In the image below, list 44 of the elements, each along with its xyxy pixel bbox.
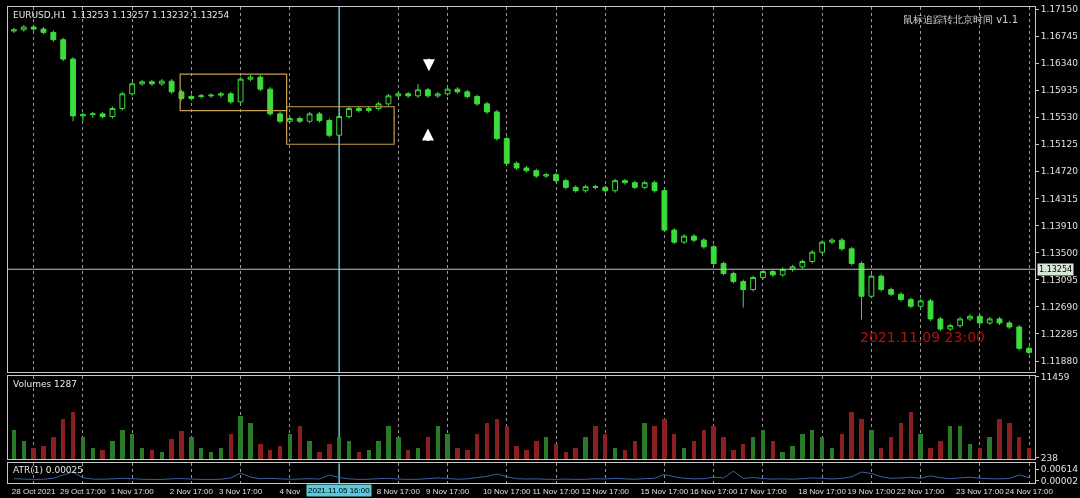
ref-line-label: 1.13254 bbox=[1039, 265, 1073, 274]
annotation: 鼠标追踪转北京时间 v1.1 bbox=[903, 14, 1018, 25]
x-tick-label: 16 Nov 17:00 bbox=[689, 486, 739, 496]
chart-title: EURUSD,H1 1.13253 1.13257 1.13232 1.13254 bbox=[13, 10, 230, 20]
y-tick-label: 1.14315 bbox=[1040, 193, 1079, 204]
x-tick-label: 2 Nov 17:00 bbox=[169, 486, 214, 496]
chart-title: Volumes 1287 bbox=[13, 379, 77, 389]
x-tick-label: 22 Nov 17:00 bbox=[896, 486, 946, 496]
y-tick-label: 1.16745 bbox=[1040, 31, 1079, 42]
x-tick-label: 28 Oct 2021 bbox=[11, 486, 56, 496]
x-tick-label: 3 Nov 17:00 bbox=[219, 486, 263, 496]
x-tick-label: 9 Nov 17:00 bbox=[426, 486, 470, 496]
y-tick-label: 1.14720 bbox=[1040, 166, 1079, 177]
y-tick-label: 1.15530 bbox=[1040, 112, 1079, 123]
y-tick-label: 1.13095 bbox=[1040, 275, 1079, 286]
x-tick-label: 11 Nov 17:00 bbox=[532, 486, 581, 496]
y-tick-label: 1.13910 bbox=[1040, 220, 1079, 231]
x-tick-label: 2021.11.05 16:00 bbox=[308, 486, 371, 495]
y-tick-label: 1.12285 bbox=[1040, 329, 1079, 340]
y-tick-label: 1.11880 bbox=[1040, 356, 1079, 367]
x-tick-label: 12 Nov 17:00 bbox=[581, 486, 630, 496]
x-tick-label: 15 Nov 17:00 bbox=[640, 486, 689, 496]
y-tick-label: 11459 bbox=[1040, 371, 1070, 382]
x-tick-label: 17 Nov 17:00 bbox=[739, 486, 788, 496]
y-tick-label: 0.00002 bbox=[1040, 475, 1079, 486]
x-tick-label: 19 Nov 17:00 bbox=[847, 486, 896, 496]
y-tick-label: 1.13500 bbox=[1040, 247, 1079, 258]
x-tick-label: 23 Nov 17:00 bbox=[956, 486, 1005, 496]
y-tick-label: 1.17150 bbox=[1040, 4, 1079, 15]
chart-title: ATR(1) 0.00025 bbox=[13, 465, 84, 475]
y-tick-label: 238 bbox=[1040, 452, 1059, 463]
annotation: 2021.11.09 23:00 bbox=[860, 329, 985, 345]
y-tick-label: 1.12690 bbox=[1040, 302, 1079, 313]
x-tick-label: 8 Nov 17:00 bbox=[376, 486, 421, 496]
x-tick-label: 4 Nov bbox=[279, 486, 301, 496]
x-tick-label: 24 Nov 17:00 bbox=[1005, 486, 1054, 496]
x-tick-label: 1 Nov 17:00 bbox=[110, 486, 155, 496]
x-tick-label: 18 Nov 17:00 bbox=[798, 486, 847, 496]
x-tick-label: 29 Oct 17:00 bbox=[60, 486, 107, 496]
y-tick-label: 1.15125 bbox=[1040, 139, 1079, 150]
y-tick-label: 1.16340 bbox=[1040, 58, 1079, 69]
y-tick-label: 0.00614 bbox=[1040, 464, 1079, 475]
x-tick-label: 10 Nov 17:00 bbox=[482, 486, 532, 496]
y-tick-label: 1.15935 bbox=[1040, 85, 1079, 96]
